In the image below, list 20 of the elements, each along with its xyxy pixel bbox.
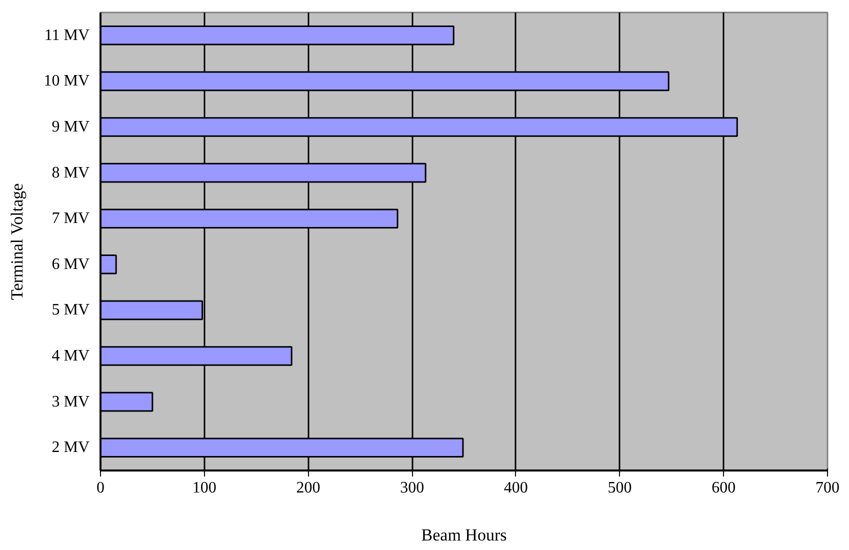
- y-axis-title: Terminal Voltage: [8, 183, 27, 300]
- x-tick-label: 600: [712, 480, 736, 496]
- y-tick-label: 10 MV: [44, 72, 90, 90]
- y-tick-label: 8 MV: [52, 164, 90, 182]
- x-tick-label: 0: [96, 480, 104, 496]
- x-tick-label: 300: [400, 480, 424, 496]
- y-tick-label: 3 MV: [52, 393, 90, 410]
- y-tick-label: 4 MV: [52, 348, 90, 364]
- y-tick-label: 2 MV: [52, 439, 90, 456]
- x-tick-label: 700: [816, 480, 840, 496]
- x-tick-label: 400: [504, 480, 528, 496]
- x-tick-label: 100: [192, 480, 216, 496]
- y-tick-label: 5 MV: [52, 302, 90, 319]
- y-tick-label: 6 MV: [52, 256, 90, 273]
- y-tick-label: 7 MV: [52, 210, 90, 228]
- x-tick-label: 500: [608, 480, 632, 496]
- y-tick-label: 11 MV: [44, 26, 90, 44]
- x-axis-title: Beam Hours: [421, 526, 507, 544]
- x-tick-label: 200: [296, 480, 320, 496]
- y-tick-label: 9 MV: [52, 118, 90, 136]
